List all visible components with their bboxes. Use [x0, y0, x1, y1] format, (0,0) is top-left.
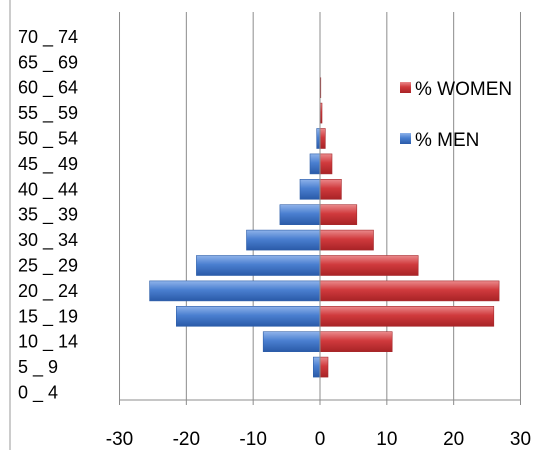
category-label: 0 _ 4 [18, 383, 58, 404]
legend-label-women: % WOMEN [415, 79, 512, 100]
bar-women-2 [319, 331, 393, 353]
bar-women-9 [319, 153, 333, 175]
category-label: 40 _ 44 [18, 179, 78, 200]
category-label: 55 _ 59 [18, 103, 78, 124]
x-tick-label: 10 [376, 429, 397, 450]
x-tick-label: -10 [239, 429, 266, 450]
category-labels: 0 _ 4 5 _ 9 10 _ 14 15 _ 19 20 _ 24 25 _ 29 30… [18, 27, 78, 404]
x-tick-label: 0 [315, 429, 326, 450]
x-tick-label: 30 [510, 429, 531, 450]
bar-women-5 [319, 255, 419, 276]
x-tick-label: 20 [443, 429, 464, 450]
bar-men-4 [149, 280, 321, 302]
gridlines [119, 12, 521, 400]
x-tick-label: -30 [106, 429, 133, 450]
category-label: 45 _ 49 [18, 154, 78, 175]
bar-women-3 [319, 305, 495, 327]
bar-men-5 [196, 255, 321, 276]
category-label: 70 _ 74 [18, 27, 78, 48]
bar-women-10 [319, 128, 326, 149]
legend-item-women: % WOMEN [400, 79, 512, 100]
legend-label-men: % MEN [415, 130, 479, 151]
bar-women-6 [319, 229, 374, 251]
category-label: 35 _ 39 [18, 205, 78, 226]
legend-item-men: % MEN [400, 130, 479, 151]
bar-men-7 [279, 204, 321, 225]
legend-swatch-women [400, 82, 411, 93]
category-label: 25 _ 29 [18, 256, 78, 277]
category-label: 5 _ 9 [18, 357, 58, 378]
bar-women-7 [319, 204, 358, 225]
category-label: 20 _ 24 [18, 281, 78, 302]
x-tick-labels: -30 -20 -10 0 10 20 30 [106, 429, 531, 450]
bar-men-6 [246, 229, 321, 251]
category-label: 15 _ 19 [18, 306, 78, 327]
category-label: 50 _ 54 [18, 129, 78, 150]
bars [149, 77, 500, 378]
bar-men-1 [312, 356, 321, 378]
category-label: 65 _ 69 [18, 52, 78, 73]
category-label: 10 _ 14 [18, 332, 78, 353]
bar-men-2 [262, 331, 321, 353]
legend: % WOMEN % MEN [400, 79, 512, 151]
x-tick-label: -20 [173, 429, 200, 450]
legend-swatch-men [400, 133, 411, 144]
bar-men-9 [309, 153, 321, 175]
bar-women-8 [319, 179, 342, 200]
bar-women-1 [319, 356, 329, 378]
bar-women-4 [319, 280, 500, 302]
bar-men-3 [176, 305, 321, 327]
category-label: 60 _ 64 [18, 78, 78, 99]
bar-men-8 [299, 179, 321, 200]
category-label: 30 _ 34 [18, 230, 78, 251]
axes [9, 0, 521, 450]
